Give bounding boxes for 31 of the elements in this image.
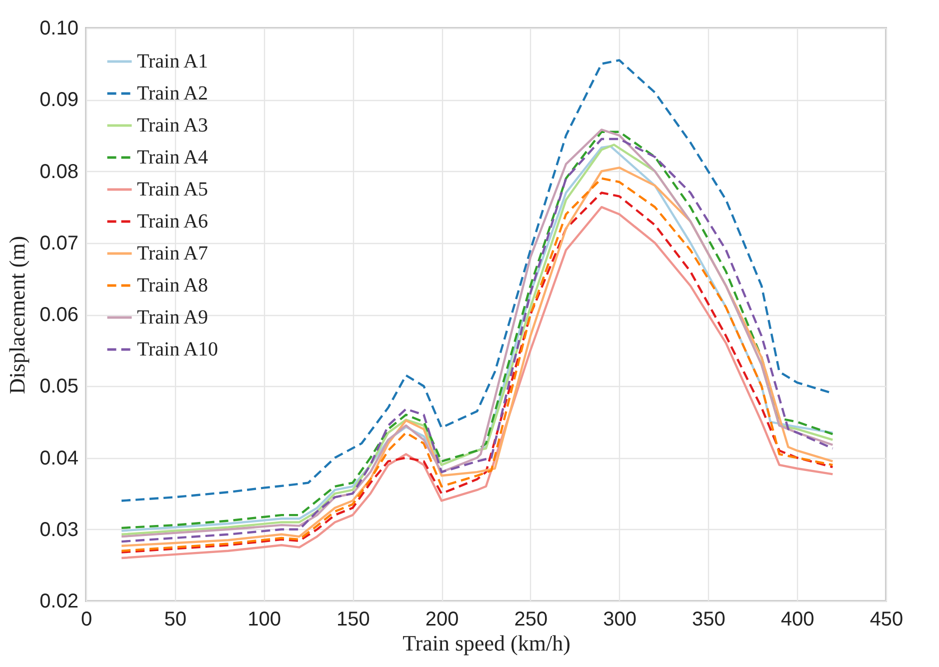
y-tick-label: 0.09: [40, 89, 78, 112]
legend-label: Train A3: [137, 114, 208, 136]
legend-label: Train A4: [137, 146, 208, 168]
x-tick-label: 150: [336, 608, 370, 630]
x-tick-label: 200: [425, 608, 459, 630]
x-tick-label: 450: [870, 608, 904, 630]
y-tick-label: 0.08: [40, 160, 78, 183]
y-tick-label: 0.04: [40, 447, 78, 470]
y-tick-label: 0.05: [40, 376, 78, 398]
y-tick-label: 0.07: [40, 232, 78, 254]
x-tick-label: 100: [248, 608, 281, 630]
legend-label: Train A5: [137, 178, 208, 200]
x-tick-label: 350: [692, 608, 726, 630]
legend-label: Train A1: [137, 50, 208, 72]
legend-label: Train A9: [137, 306, 208, 328]
legend-label: Train A7: [137, 242, 208, 264]
y-tick-label: 0.03: [40, 518, 78, 541]
x-tick-label: 0: [80, 608, 92, 630]
y-tick-label: 0.10: [40, 18, 78, 40]
x-tick-label: 50: [164, 608, 187, 630]
x-axis-title: Train speed (km/h): [402, 630, 570, 656]
y-tick-label: 0.02: [40, 590, 78, 612]
x-tick-label: 400: [780, 608, 814, 630]
y-axis-title: Displacement (m): [4, 236, 30, 394]
y-tick-label: 0.06: [40, 304, 78, 326]
x-tick-label: 250: [514, 608, 548, 630]
legend-label: Train A2: [137, 82, 208, 104]
legend-label: Train A6: [137, 210, 208, 232]
legend-label: Train A10: [137, 338, 218, 360]
x-tick-label: 300: [603, 608, 637, 630]
legend-label: Train A8: [137, 274, 208, 296]
